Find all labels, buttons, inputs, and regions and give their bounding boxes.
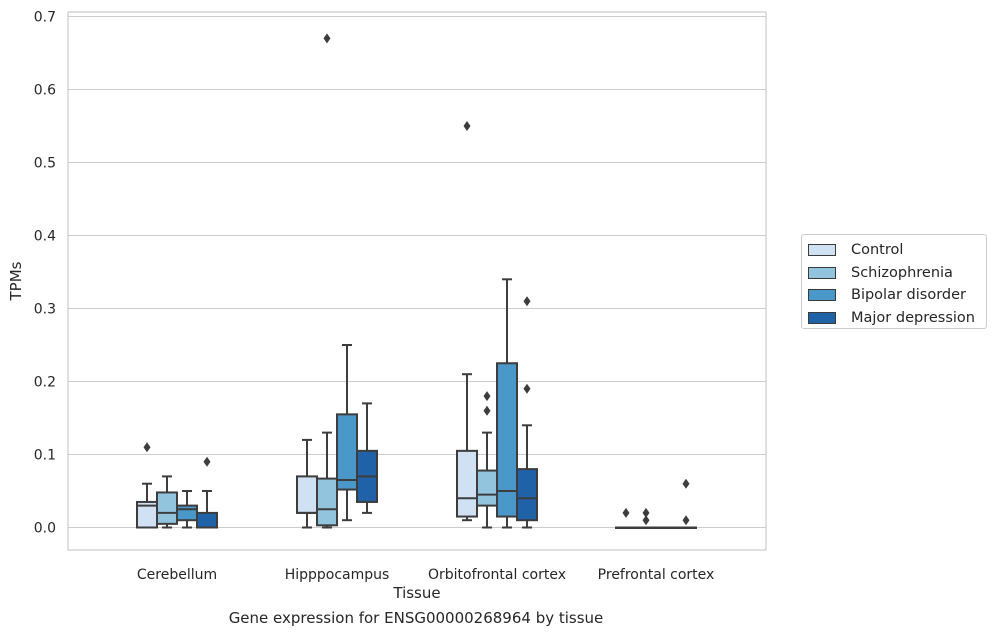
legend-label: Schizophrenia	[851, 264, 953, 281]
outlier-point	[622, 507, 630, 518]
legend-label: Control	[851, 242, 904, 259]
box-bipolar-disorder	[176, 490, 198, 529]
chart-caption: Gene expression for ENSG00000268964 by t…	[228, 609, 604, 627]
box-body	[196, 511, 218, 529]
box-body	[496, 362, 518, 518]
plot-frame	[67, 11, 767, 551]
legend-swatch	[808, 311, 836, 324]
box-schizophrenia	[316, 33, 338, 529]
outlier-point	[642, 507, 650, 518]
box-bipolar-disorder	[655, 526, 677, 529]
box-major-depression	[675, 478, 697, 529]
box-major-depression	[356, 402, 378, 514]
legend-swatch	[808, 244, 836, 257]
y-tick-label: 0.4	[34, 229, 56, 245]
box-body	[456, 449, 478, 518]
x-tick-label: Prefrontal cortex	[598, 567, 715, 583]
box-schizophrenia	[476, 391, 498, 529]
legend-swatch	[808, 266, 836, 279]
x-tick-label: Hipppocampus	[285, 567, 390, 583]
legend-item: Schizophrenia	[808, 262, 986, 285]
y-tick-label: 0.7	[34, 10, 56, 26]
box-body	[476, 469, 498, 507]
box-bipolar-disorder	[496, 278, 518, 529]
box-body	[316, 477, 338, 527]
box-major-depression	[516, 296, 538, 529]
outlier-point	[682, 515, 690, 526]
legend: Control Schizophrenia Bipolar disorder Majo…	[801, 234, 987, 329]
y-tick-label: 0.0	[34, 521, 56, 537]
box-groups	[136, 33, 697, 529]
legend-swatch	[808, 289, 836, 302]
legend-label: Major depression	[851, 309, 975, 326]
y-tick-label: 0.5	[34, 156, 56, 172]
y-tick-labels: 0.0 0.1 0.2 0.3 0.4 0.5 0.6 0.7	[34, 10, 56, 537]
box-body	[176, 504, 198, 522]
plot-area	[68, 12, 766, 550]
outlier-point	[323, 33, 331, 44]
outlier-point	[483, 391, 491, 402]
box-body	[156, 491, 178, 525]
x-tick-label: Cerebellum	[137, 567, 217, 583]
outlier-point	[523, 296, 531, 307]
outlier-point	[523, 383, 531, 394]
outlier-point	[483, 405, 491, 416]
y-tick-label: 0.1	[34, 448, 56, 464]
outlier-point	[143, 442, 151, 453]
legend-item: Major depression	[808, 307, 986, 330]
outlier-point	[642, 515, 650, 526]
y-tick-label: 0.3	[34, 302, 56, 318]
y-axis-label: TPMs	[7, 261, 25, 301]
x-tick-label: Orbitofrontal cortex	[428, 567, 566, 583]
outlier-point	[463, 121, 471, 131]
box-control	[136, 442, 158, 529]
legend-label: Bipolar disorder	[851, 287, 966, 304]
box-major-depression	[196, 456, 218, 529]
y-tick-label: 0.2	[34, 375, 56, 391]
box-body	[516, 468, 538, 522]
legend-item: Bipolar disorder	[808, 284, 986, 307]
outlier-point	[203, 456, 211, 467]
x-axis-label: Tissue	[392, 584, 440, 602]
legend-item: Control	[808, 239, 986, 262]
outlier-point	[682, 478, 690, 489]
x-tick-labels: Cerebellum Hipppocampus Orbitofrontal cort…	[137, 567, 714, 583]
box-body	[336, 413, 358, 491]
y-tick-label: 0.6	[34, 83, 56, 99]
box-body	[296, 475, 318, 514]
